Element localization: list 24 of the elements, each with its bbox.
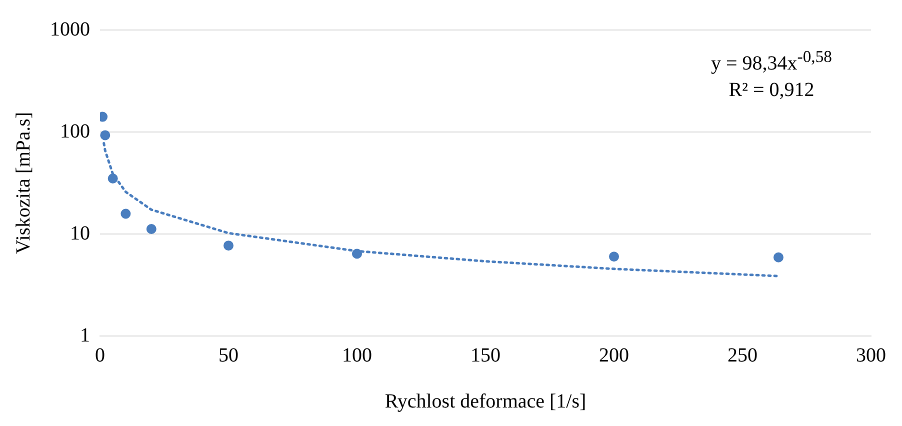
x-tick-label: 0: [95, 344, 105, 366]
x-tick-label: 50: [218, 344, 238, 366]
x-tick-label: 300: [856, 344, 886, 366]
point: [108, 174, 118, 184]
y-tick-label: 1: [80, 324, 90, 346]
point: [773, 252, 784, 262]
x-tick-label: 200: [599, 344, 629, 366]
point: [609, 252, 619, 262]
x-axis-title: Rychlost deformace [1/s]: [384, 390, 586, 412]
x-tick-label: 250: [728, 344, 758, 366]
y-tick-label: 100: [60, 120, 90, 142]
point: [146, 224, 156, 234]
point: [100, 130, 110, 140]
x-tick-label: 100: [342, 344, 372, 366]
line-series: [102, 142, 780, 278]
point: [224, 240, 234, 251]
y-tick-label: 1000: [50, 18, 90, 40]
point: [120, 208, 131, 219]
point: [352, 248, 362, 259]
y-tick-label: 10: [70, 222, 90, 244]
annotation: R² = 0,912: [728, 78, 816, 103]
x-tick-label: 150: [470, 344, 500, 366]
y-axis-title: Viskozita [mPa.s]: [12, 112, 34, 254]
annotation: y = 98,34x$^{-0,58}$: [711, 46, 832, 77]
